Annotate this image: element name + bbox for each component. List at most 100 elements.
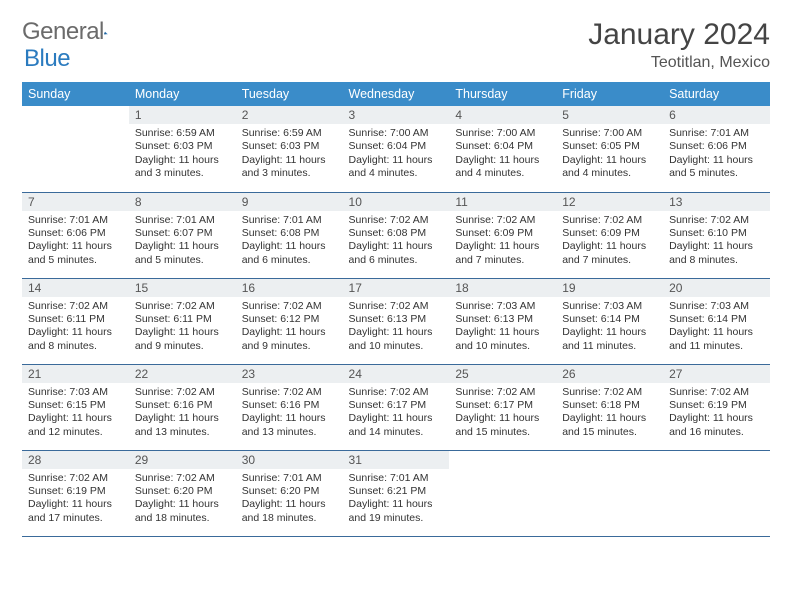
day-number: 9 bbox=[236, 193, 343, 211]
calendar-cell: 29Sunrise: 7:02 AMSunset: 6:20 PMDayligh… bbox=[129, 450, 236, 536]
day-details: Sunrise: 7:02 AMSunset: 6:11 PMDaylight:… bbox=[129, 297, 236, 358]
day-number: 31 bbox=[343, 451, 450, 469]
day-details: Sunrise: 7:02 AMSunset: 6:11 PMDaylight:… bbox=[22, 297, 129, 358]
calendar-table: Sunday Monday Tuesday Wednesday Thursday… bbox=[22, 82, 770, 537]
dayname: Friday bbox=[556, 82, 663, 106]
day-number: 21 bbox=[22, 365, 129, 383]
calendar-cell bbox=[22, 106, 129, 192]
dayname: Tuesday bbox=[236, 82, 343, 106]
day-number: 10 bbox=[343, 193, 450, 211]
day-details: Sunrise: 7:02 AMSunset: 6:09 PMDaylight:… bbox=[449, 211, 556, 272]
day-details: Sunrise: 7:03 AMSunset: 6:15 PMDaylight:… bbox=[22, 383, 129, 444]
calendar-row: 1Sunrise: 6:59 AMSunset: 6:03 PMDaylight… bbox=[22, 106, 770, 192]
day-number: 18 bbox=[449, 279, 556, 297]
dayname: Thursday bbox=[449, 82, 556, 106]
day-number: 8 bbox=[129, 193, 236, 211]
day-number: 5 bbox=[556, 106, 663, 124]
day-details: Sunrise: 7:02 AMSunset: 6:19 PMDaylight:… bbox=[663, 383, 770, 444]
calendar-cell: 14Sunrise: 7:02 AMSunset: 6:11 PMDayligh… bbox=[22, 278, 129, 364]
day-details: Sunrise: 7:00 AMSunset: 6:04 PMDaylight:… bbox=[343, 124, 450, 185]
day-details: Sunrise: 6:59 AMSunset: 6:03 PMDaylight:… bbox=[129, 124, 236, 185]
day-number: 15 bbox=[129, 279, 236, 297]
day-details: Sunrise: 7:01 AMSunset: 6:20 PMDaylight:… bbox=[236, 469, 343, 530]
day-details: Sunrise: 7:02 AMSunset: 6:09 PMDaylight:… bbox=[556, 211, 663, 272]
day-details: Sunrise: 7:01 AMSunset: 6:08 PMDaylight:… bbox=[236, 211, 343, 272]
calendar-cell: 28Sunrise: 7:02 AMSunset: 6:19 PMDayligh… bbox=[22, 450, 129, 536]
day-number: 1 bbox=[129, 106, 236, 124]
calendar-cell: 2Sunrise: 6:59 AMSunset: 6:03 PMDaylight… bbox=[236, 106, 343, 192]
day-details: Sunrise: 7:01 AMSunset: 6:06 PMDaylight:… bbox=[663, 124, 770, 185]
day-details: Sunrise: 7:02 AMSunset: 6:17 PMDaylight:… bbox=[449, 383, 556, 444]
day-number: 11 bbox=[449, 193, 556, 211]
calendar-cell: 24Sunrise: 7:02 AMSunset: 6:17 PMDayligh… bbox=[343, 364, 450, 450]
calendar-cell: 6Sunrise: 7:01 AMSunset: 6:06 PMDaylight… bbox=[663, 106, 770, 192]
dayname: Wednesday bbox=[343, 82, 450, 106]
title-block: January 2024 Teotitlan, Mexico bbox=[588, 18, 770, 72]
day-number: 26 bbox=[556, 365, 663, 383]
calendar-cell: 11Sunrise: 7:02 AMSunset: 6:09 PMDayligh… bbox=[449, 192, 556, 278]
calendar-cell: 30Sunrise: 7:01 AMSunset: 6:20 PMDayligh… bbox=[236, 450, 343, 536]
day-number: 6 bbox=[663, 106, 770, 124]
dayname-row: Sunday Monday Tuesday Wednesday Thursday… bbox=[22, 82, 770, 106]
day-details: Sunrise: 7:03 AMSunset: 6:14 PMDaylight:… bbox=[663, 297, 770, 358]
day-details: Sunrise: 7:00 AMSunset: 6:04 PMDaylight:… bbox=[449, 124, 556, 185]
day-number: 30 bbox=[236, 451, 343, 469]
day-details: Sunrise: 7:02 AMSunset: 6:18 PMDaylight:… bbox=[556, 383, 663, 444]
day-number: 23 bbox=[236, 365, 343, 383]
day-details: Sunrise: 7:02 AMSunset: 6:16 PMDaylight:… bbox=[129, 383, 236, 444]
day-number: 14 bbox=[22, 279, 129, 297]
calendar-cell: 23Sunrise: 7:02 AMSunset: 6:16 PMDayligh… bbox=[236, 364, 343, 450]
day-number: 27 bbox=[663, 365, 770, 383]
logo-triangle-icon bbox=[104, 24, 108, 42]
dayname: Monday bbox=[129, 82, 236, 106]
calendar-cell: 1Sunrise: 6:59 AMSunset: 6:03 PMDaylight… bbox=[129, 106, 236, 192]
calendar-cell bbox=[449, 450, 556, 536]
calendar-cell: 20Sunrise: 7:03 AMSunset: 6:14 PMDayligh… bbox=[663, 278, 770, 364]
calendar-cell: 3Sunrise: 7:00 AMSunset: 6:04 PMDaylight… bbox=[343, 106, 450, 192]
day-number: 16 bbox=[236, 279, 343, 297]
calendar-cell: 21Sunrise: 7:03 AMSunset: 6:15 PMDayligh… bbox=[22, 364, 129, 450]
calendar-cell bbox=[556, 450, 663, 536]
location: Teotitlan, Mexico bbox=[588, 54, 770, 72]
day-details: Sunrise: 7:02 AMSunset: 6:19 PMDaylight:… bbox=[22, 469, 129, 530]
day-number: 17 bbox=[343, 279, 450, 297]
day-number: 4 bbox=[449, 106, 556, 124]
day-number: 3 bbox=[343, 106, 450, 124]
day-details: Sunrise: 7:03 AMSunset: 6:13 PMDaylight:… bbox=[449, 297, 556, 358]
calendar-cell: 19Sunrise: 7:03 AMSunset: 6:14 PMDayligh… bbox=[556, 278, 663, 364]
calendar-cell: 8Sunrise: 7:01 AMSunset: 6:07 PMDaylight… bbox=[129, 192, 236, 278]
day-details: Sunrise: 7:02 AMSunset: 6:20 PMDaylight:… bbox=[129, 469, 236, 530]
calendar-cell bbox=[663, 450, 770, 536]
logo-word1: General bbox=[22, 18, 104, 46]
day-details: Sunrise: 7:01 AMSunset: 6:21 PMDaylight:… bbox=[343, 469, 450, 530]
day-details: Sunrise: 7:00 AMSunset: 6:05 PMDaylight:… bbox=[556, 124, 663, 185]
day-details: Sunrise: 7:03 AMSunset: 6:14 PMDaylight:… bbox=[556, 297, 663, 358]
day-number: 25 bbox=[449, 365, 556, 383]
calendar-cell: 22Sunrise: 7:02 AMSunset: 6:16 PMDayligh… bbox=[129, 364, 236, 450]
day-number: 24 bbox=[343, 365, 450, 383]
day-details: Sunrise: 7:02 AMSunset: 6:10 PMDaylight:… bbox=[663, 211, 770, 272]
day-number: 13 bbox=[663, 193, 770, 211]
day-number: 22 bbox=[129, 365, 236, 383]
calendar-cell: 9Sunrise: 7:01 AMSunset: 6:08 PMDaylight… bbox=[236, 192, 343, 278]
calendar-cell: 4Sunrise: 7:00 AMSunset: 6:04 PMDaylight… bbox=[449, 106, 556, 192]
day-details: Sunrise: 7:01 AMSunset: 6:07 PMDaylight:… bbox=[129, 211, 236, 272]
calendar-row: 14Sunrise: 7:02 AMSunset: 6:11 PMDayligh… bbox=[22, 278, 770, 364]
logo-word2: Blue bbox=[24, 45, 70, 73]
day-details: Sunrise: 7:02 AMSunset: 6:08 PMDaylight:… bbox=[343, 211, 450, 272]
dayname: Saturday bbox=[663, 82, 770, 106]
page-header: General January 2024 Teotitlan, Mexico bbox=[22, 18, 770, 72]
day-details: Sunrise: 7:02 AMSunset: 6:12 PMDaylight:… bbox=[236, 297, 343, 358]
calendar-cell: 13Sunrise: 7:02 AMSunset: 6:10 PMDayligh… bbox=[663, 192, 770, 278]
day-details: Sunrise: 7:02 AMSunset: 6:17 PMDaylight:… bbox=[343, 383, 450, 444]
day-details: Sunrise: 6:59 AMSunset: 6:03 PMDaylight:… bbox=[236, 124, 343, 185]
calendar-cell: 25Sunrise: 7:02 AMSunset: 6:17 PMDayligh… bbox=[449, 364, 556, 450]
day-number: 20 bbox=[663, 279, 770, 297]
calendar-cell: 31Sunrise: 7:01 AMSunset: 6:21 PMDayligh… bbox=[343, 450, 450, 536]
dayname: Sunday bbox=[22, 82, 129, 106]
day-details: Sunrise: 7:02 AMSunset: 6:13 PMDaylight:… bbox=[343, 297, 450, 358]
calendar-cell: 27Sunrise: 7:02 AMSunset: 6:19 PMDayligh… bbox=[663, 364, 770, 450]
day-number: 29 bbox=[129, 451, 236, 469]
calendar-row: 28Sunrise: 7:02 AMSunset: 6:19 PMDayligh… bbox=[22, 450, 770, 536]
calendar-cell: 15Sunrise: 7:02 AMSunset: 6:11 PMDayligh… bbox=[129, 278, 236, 364]
